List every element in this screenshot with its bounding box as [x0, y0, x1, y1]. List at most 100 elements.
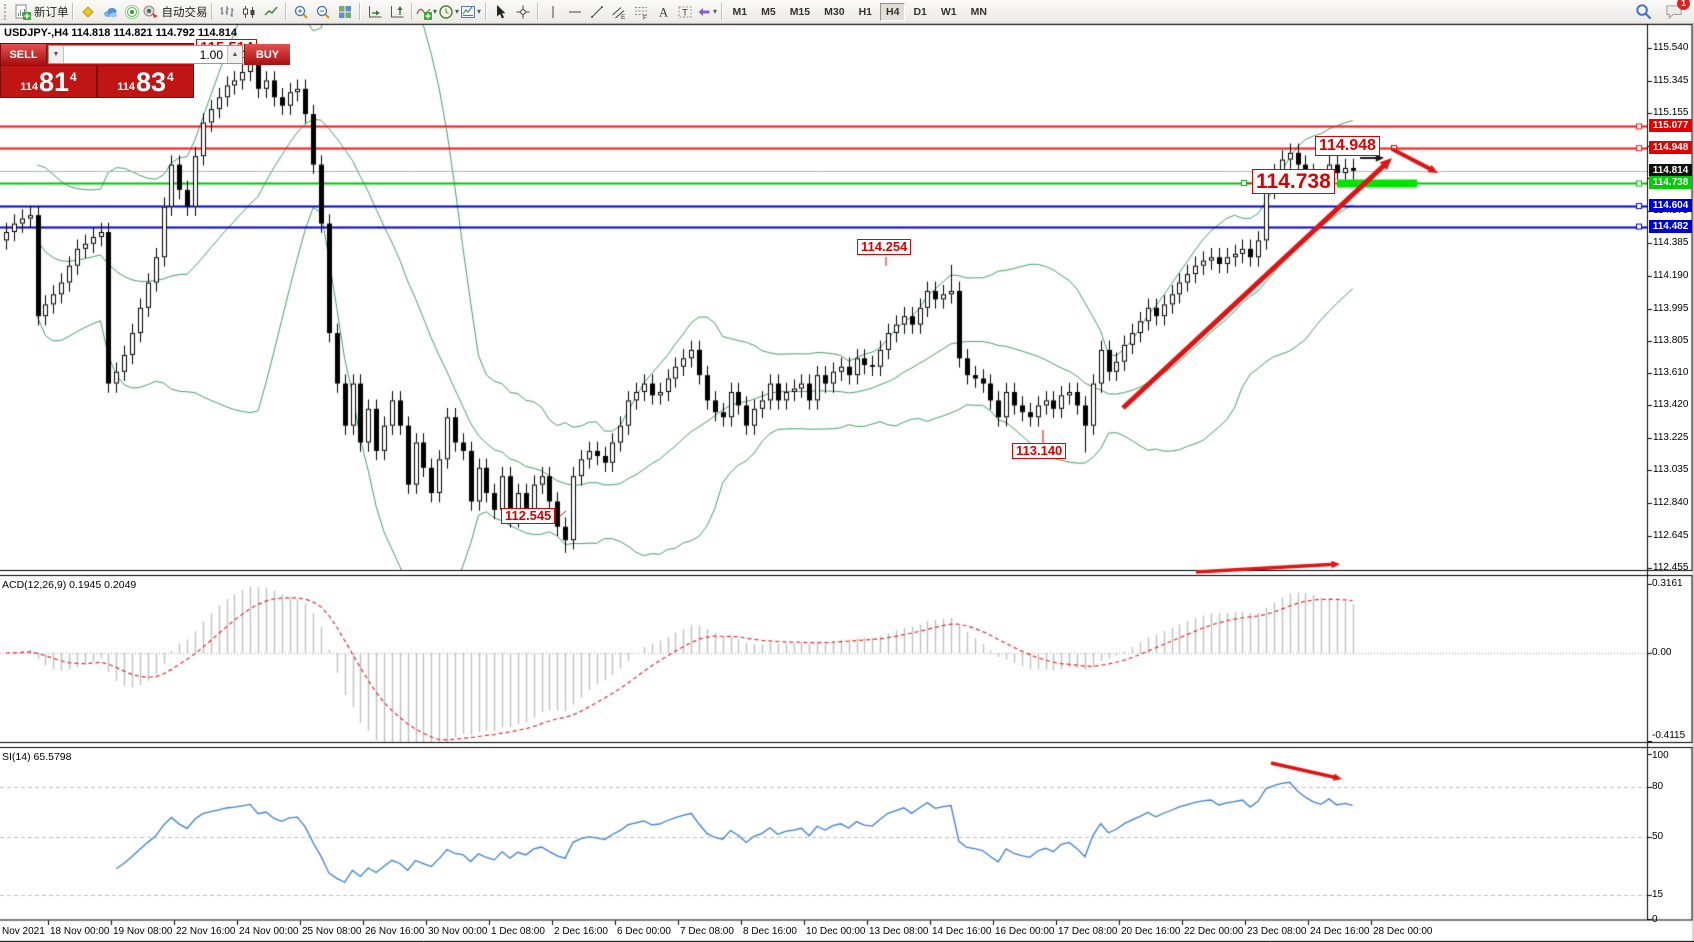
highlight-tool-button[interactable]: [77, 2, 99, 22]
price-callout-label[interactable]: 114.738: [1252, 169, 1335, 195]
trendline-tool-button[interactable]: [586, 2, 608, 22]
fibo-icon: F: [633, 4, 649, 20]
hline-tool-button[interactable]: [564, 2, 586, 22]
community-button[interactable]: [99, 2, 121, 22]
toolbar-separator: [71, 3, 74, 20]
tile-windows-button[interactable]: [334, 2, 356, 22]
zoom-out-button[interactable]: [312, 2, 334, 22]
time-axis-label: 22 Nov 16:00: [176, 926, 236, 937]
vline-tool-button[interactable]: [542, 2, 564, 22]
macd-indicator-label: ACD(12,26,9) 0.1945 0.2049: [2, 579, 137, 591]
time-axis-label: 17 Dec 08:00: [1058, 926, 1118, 937]
tline-icon: [589, 4, 605, 20]
candle-chart-type-button[interactable]: [238, 2, 260, 22]
signals-button[interactable]: [121, 2, 143, 22]
svg-text:F: F: [643, 14, 647, 20]
autoscroll-icon: [367, 4, 383, 20]
rsi-axis-tick: 100: [1652, 750, 1669, 761]
toolbar-separator: [284, 3, 287, 20]
timeframe-m15-button[interactable]: M15: [789, 5, 811, 18]
dropdown-arrow-icon[interactable]: ▾: [476, 7, 481, 16]
toolbar-separator: [210, 3, 213, 20]
price-axis-tick: 113.035: [1653, 464, 1689, 476]
price-callout-label[interactable]: 114.254: [857, 239, 912, 256]
price-axis-tick: 115.155: [1653, 107, 1689, 119]
price-axis-tick: 113.995: [1653, 302, 1689, 314]
price-line-badge: 114.482: [1649, 220, 1692, 233]
timeframe-m5-button[interactable]: M5: [761, 5, 776, 18]
timeframe-w1-button[interactable]: W1: [940, 5, 957, 18]
dropdown-arrow-icon[interactable]: ▾: [432, 7, 437, 16]
ask-price[interactable]: 114 83 4: [98, 66, 193, 97]
autotrade-button[interactable]: 自动交易: [143, 2, 208, 22]
new-order-button[interactable]: 新订单: [15, 2, 69, 22]
tiles-icon: [337, 4, 353, 20]
price-axis-tick: 113.610: [1653, 367, 1689, 379]
rsi-indicator-label: SI(14) 65.5798: [2, 751, 72, 763]
dropdown-arrow-icon[interactable]: ▾: [712, 7, 717, 16]
toolbar-separator: [484, 3, 487, 20]
volume-increase-button[interactable]: ▲: [227, 46, 242, 63]
fibonacci-tool-button[interactable]: F: [630, 2, 652, 22]
time-axis-label: 20 Dec 16:00: [1121, 926, 1181, 937]
price-callout-label[interactable]: 113.140: [1012, 443, 1067, 460]
templates-menu-button[interactable]: ▾: [460, 2, 482, 22]
new-order-icon: [15, 4, 31, 20]
buy-button[interactable]: BUY: [244, 44, 290, 65]
crosshair-tool-button[interactable]: [512, 2, 534, 22]
notification-count-badge: 1: [1677, 0, 1690, 10]
timeframe-m30-button[interactable]: M30: [824, 5, 845, 18]
price-axis-tick: 115.345: [1653, 75, 1689, 87]
shapes-menu-button[interactable]: ▾: [696, 2, 718, 22]
timeframe-mn-button[interactable]: MN: [970, 5, 987, 18]
toolbar-grip[interactable]: [4, 3, 11, 20]
pointer-icon: [493, 4, 509, 20]
price-axis-tick: 115.540: [1653, 42, 1689, 54]
price-axis-tick: 114.385: [1653, 236, 1689, 248]
template-icon: [460, 4, 476, 20]
price-axis-tick: 112.840: [1653, 497, 1689, 509]
autotrade-button-label: 自动交易: [161, 6, 208, 19]
chart-shift-button[interactable]: [386, 2, 408, 22]
rsi-axis-tick: 15: [1652, 889, 1664, 901]
timeframe-h4-button[interactable]: H4: [880, 2, 906, 21]
volume-decrease-button[interactable]: ▼: [49, 46, 64, 63]
dropdown-arrow-icon[interactable]: ▾: [454, 7, 459, 16]
macd-axis-tick: 0.3161: [1652, 578, 1683, 589]
auto-scroll-button[interactable]: [364, 2, 386, 22]
one-click-trading-panel: SELL ▼ ▲ BUY 114 81 4 114 83 4: [0, 43, 290, 98]
channel-tool-button[interactable]: E: [608, 2, 630, 22]
price-callout-label[interactable]: 112.545: [501, 508, 556, 525]
search-icon[interactable]: [1634, 2, 1653, 21]
periods-menu-button[interactable]: ▾: [438, 2, 460, 22]
sell-button[interactable]: SELL: [1, 44, 47, 65]
timeframe-d1-button[interactable]: D1: [913, 5, 927, 18]
linechart-icon: [263, 4, 279, 20]
bid-price[interactable]: 114 81 4: [1, 66, 98, 97]
price-line-badge: 114.738: [1649, 176, 1692, 189]
text-tool-button[interactable]: A: [652, 2, 674, 22]
time-axis-label: 7 Dec 08:00: [680, 926, 734, 937]
timeframe-h1-button[interactable]: H1: [858, 5, 872, 18]
trade-panel-prices: 114 81 4 114 83 4: [1, 65, 193, 97]
svg-text:A: A: [659, 5, 668, 19]
timeframe-m1-button[interactable]: M1: [732, 5, 748, 18]
zoom-in-button[interactable]: [290, 2, 312, 22]
time-axis-label: 18 Nov 00:00: [50, 926, 110, 937]
time-axis-label: 24 Nov 00:00: [239, 926, 299, 937]
time-axis-label: Nov 2021: [2, 926, 45, 937]
indicators-menu-button[interactable]: ▾: [416, 2, 438, 22]
textT-icon: T: [677, 4, 693, 20]
price-axis-tick: 112.645: [1653, 529, 1689, 541]
cursor-tool-button[interactable]: [490, 2, 512, 22]
toolbar-separator: [358, 3, 361, 20]
volume-input[interactable]: [64, 46, 227, 63]
price-axis-tick: 113.225: [1653, 432, 1689, 444]
bar-chart-type-button[interactable]: [216, 2, 238, 22]
label-tool-button[interactable]: T: [674, 2, 696, 22]
price-callout-label[interactable]: 114.948: [1315, 136, 1380, 156]
line-chart-type-button[interactable]: [260, 2, 282, 22]
macd-axis-tick: 0.00: [1652, 647, 1672, 658]
notifications-button[interactable]: 1: [1665, 0, 1690, 21]
